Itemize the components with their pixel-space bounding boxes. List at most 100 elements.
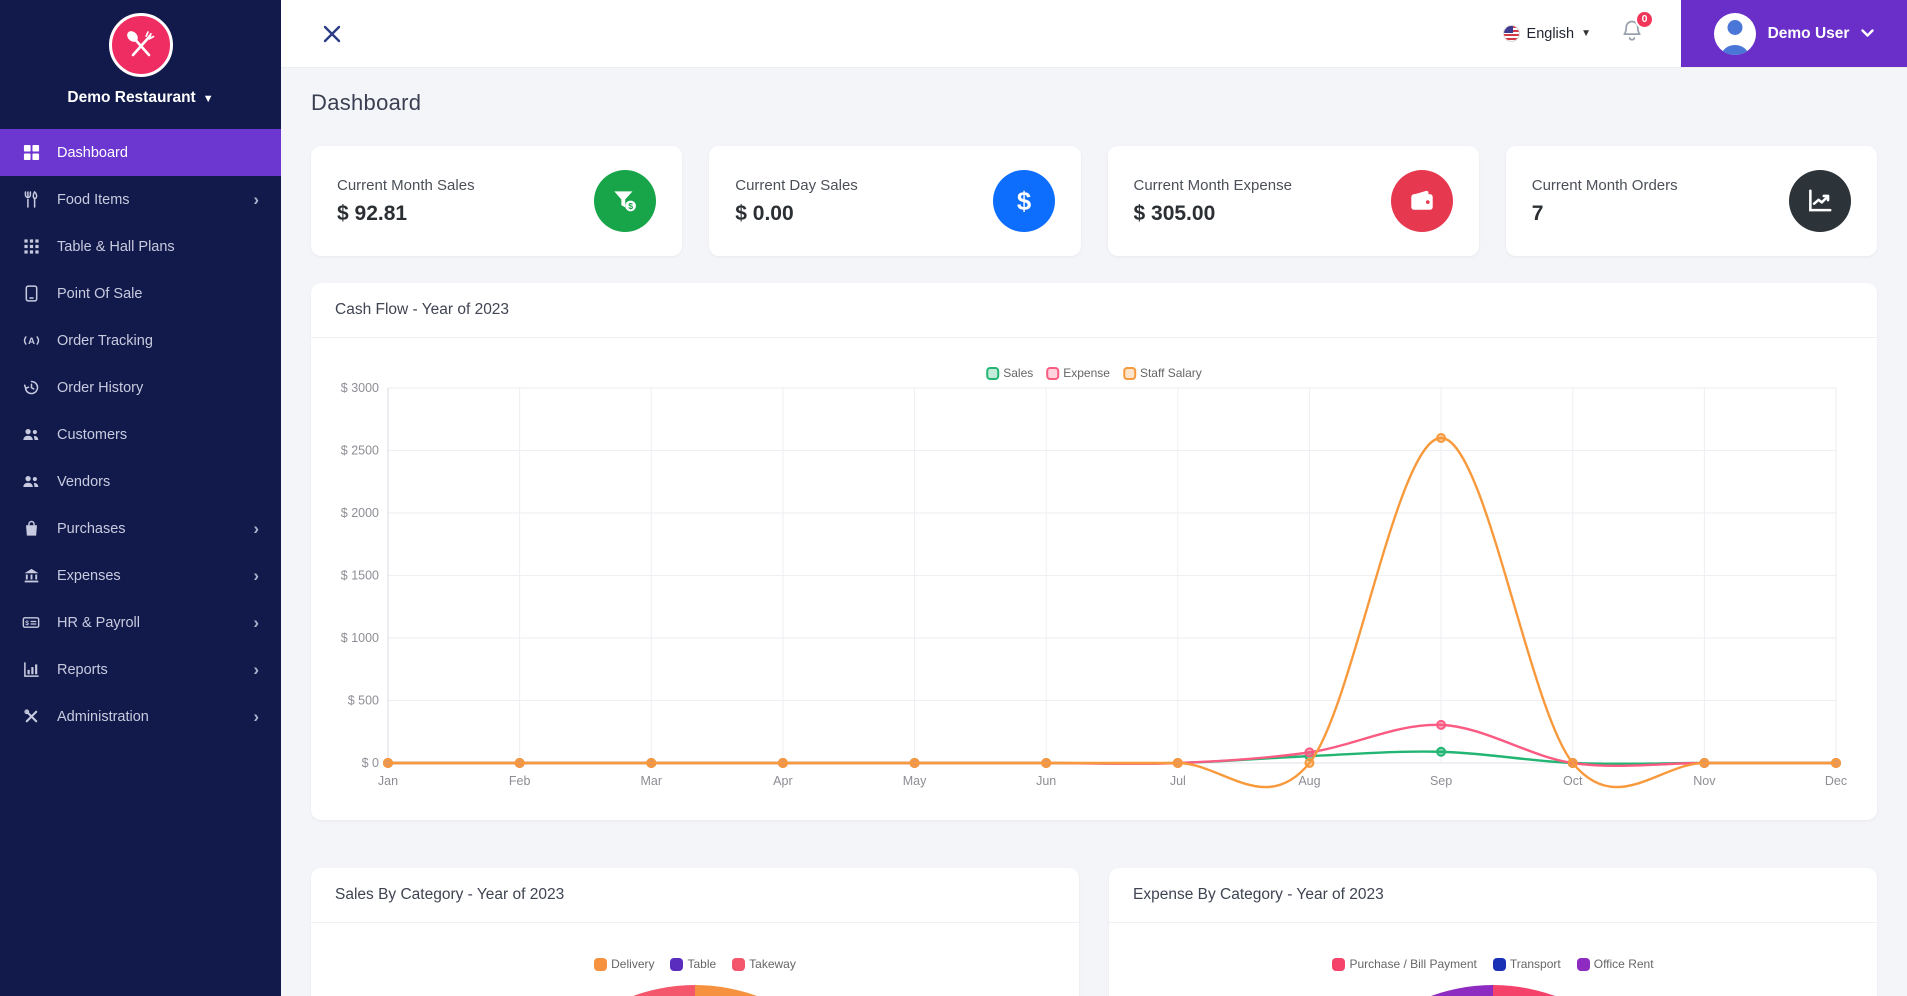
legend-label: Expense: [1063, 366, 1110, 380]
stat-card-value: $ 92.81: [337, 201, 408, 225]
data-point: [1304, 747, 1315, 758]
legend-item-transport[interactable]: Transport: [1492, 957, 1561, 971]
legend-swatch: [986, 366, 1000, 380]
restaurant-logo: [108, 13, 173, 77]
reports-icon: [22, 661, 40, 679]
dollar-icon: $: [992, 170, 1055, 232]
language-label: English: [1526, 25, 1575, 42]
payroll-icon: $: [22, 614, 40, 632]
table-grid-icon: [22, 238, 40, 256]
sidebar-item-dashboard[interactable]: Dashboard: [0, 129, 281, 176]
sidebar-item-table-hall-plans[interactable]: Table & Hall Plans: [0, 223, 281, 270]
svg-text:$: $: [1016, 188, 1030, 216]
stat-card-label: Current Month Orders: [1531, 176, 1678, 194]
cash-flow-chart: Sales Expense Staff Salary $ 3000 $ 2500 $ 2…: [311, 338, 1877, 820]
sidebar-toggle-button[interactable]: [321, 23, 343, 45]
legend-label: Transport: [1509, 957, 1561, 971]
sidebar-item-expenses[interactable]: Expenses ›: [0, 552, 281, 599]
series-line-staff-salary: [386, 436, 1838, 789]
legend-item-delivery[interactable]: Delivery: [594, 957, 654, 971]
legend-item-table[interactable]: Table: [670, 957, 716, 971]
stat-card-text: Current Month Expense $ 305.00: [1134, 177, 1292, 226]
y-tick-label: $ 1000: [341, 631, 379, 645]
notifications-button[interactable]: 0: [1619, 9, 1654, 50]
x-tick-label: Jul: [1170, 774, 1186, 788]
sidebar-item-hr-payroll[interactable]: $ HR & Payroll ›: [0, 599, 281, 646]
legend-swatch: [1122, 366, 1136, 380]
sales-by-category-card: Sales By Category - Year of 2023 Deliver…: [311, 868, 1079, 996]
chevron-right-icon: ›: [253, 519, 259, 538]
sidebar-item-label: Purchases: [57, 520, 126, 537]
restaurant-name: Demo Restaurant: [67, 89, 196, 106]
bottom-cards-row: Sales By Category - Year of 2023 Deliver…: [311, 868, 1877, 996]
x-tick-label: May: [903, 774, 927, 788]
legend-label: Table: [687, 957, 717, 971]
sidebar-item-label: Reports: [57, 661, 108, 678]
stat-card-value: $ 305.00: [1133, 201, 1216, 225]
legend-item-expense[interactable]: Expense: [1046, 366, 1110, 380]
tools-icon: [22, 708, 40, 726]
sidebar-item-label: Administration: [57, 708, 149, 725]
x-tick-label: Apr: [773, 774, 792, 788]
x-tick-label: Jun: [1036, 774, 1056, 788]
sidebar-item-food-items[interactable]: Food Items ›: [0, 176, 281, 223]
data-point: [1436, 746, 1447, 757]
legend-swatch: [594, 957, 608, 971]
sidebar-item-order-history[interactable]: Order History: [0, 364, 281, 411]
users-icon: [22, 426, 40, 444]
legend-item-purchase-bill-payment[interactable]: Purchase / Bill Payment: [1332, 957, 1477, 971]
sidebar-menu: Dashboard Food Items › Table & Hall Plans Po…: [0, 129, 281, 740]
legend-item-sales[interactable]: Sales: [986, 366, 1033, 380]
legend-item-takeway[interactable]: Takeway: [732, 957, 796, 971]
chevron-right-icon: ›: [253, 190, 259, 209]
y-tick-label: $ 2000: [341, 506, 379, 520]
sidebar-item-customers[interactable]: Customers: [0, 411, 281, 458]
chevron-down-icon: ▼: [202, 93, 214, 105]
wallet-icon: [1390, 170, 1453, 232]
sales-pie-chart: [515, 985, 875, 996]
sidebar-item-label: Order History: [57, 379, 144, 396]
user-menu[interactable]: Demo User: [1681, 0, 1907, 67]
sidebar-item-label: HR & Payroll: [57, 614, 140, 631]
sidebar-item-label: Point Of Sale: [57, 285, 143, 302]
y-tick-label: $ 0: [362, 756, 379, 770]
sidebar-item-order-tracking[interactable]: A Order Tracking: [0, 317, 281, 364]
x-tick-label: Nov: [1693, 774, 1716, 788]
sidebar-item-point-of-sale[interactable]: Point Of Sale: [0, 270, 281, 317]
sidebar-item-administration[interactable]: Administration ›: [0, 693, 281, 740]
sidebar-item-label: Table & Hall Plans: [57, 238, 175, 255]
users-icon: [22, 473, 40, 491]
stat-card-label: Current Month Sales: [337, 176, 475, 194]
notification-badge: 0: [1635, 9, 1654, 29]
x-tick-label: Dec: [1825, 774, 1847, 788]
cash-flow-legend: Sales Expense Staff Salary: [986, 366, 1202, 380]
legend-item-office-rent[interactable]: Office Rent: [1576, 957, 1654, 971]
spoon-fork-icon: [126, 31, 154, 57]
us-flag-icon: [1502, 25, 1520, 42]
sidebar-item-reports[interactable]: Reports ›: [0, 646, 281, 693]
y-tick-label: $ 500: [348, 694, 379, 708]
utensils-icon: [22, 191, 40, 209]
stat-card-value: 7: [1531, 201, 1544, 225]
data-point: [1304, 758, 1315, 768]
chevron-right-icon: ›: [253, 613, 259, 632]
sidebar-item-purchases[interactable]: Purchases ›: [0, 505, 281, 552]
legend-swatch: [670, 957, 684, 971]
user-name: Demo User: [1767, 24, 1850, 42]
stat-card-3: Current Month Orders 7: [1505, 146, 1877, 256]
funnel-dollar-icon: $: [594, 170, 657, 232]
legend-item-staff-salary[interactable]: Staff Salary: [1122, 366, 1202, 380]
sidebar-item-vendors[interactable]: Vendors: [0, 458, 281, 505]
data-point: [1567, 758, 1578, 768]
language-selector[interactable]: English ▼: [1502, 25, 1591, 42]
tablet-icon: [22, 285, 40, 303]
grid-icon: [22, 144, 40, 162]
stat-card-value: $ 0.00: [735, 201, 794, 225]
bag-icon: [22, 520, 40, 538]
chevron-down-icon: [1861, 29, 1875, 37]
data-point: [777, 758, 788, 768]
legend-swatch: [1332, 957, 1346, 971]
restaurant-switcher[interactable]: Demo Restaurant ▼: [0, 89, 281, 107]
history-icon: [22, 379, 40, 397]
stat-card-2: Current Month Expense $ 305.00: [1107, 146, 1479, 256]
